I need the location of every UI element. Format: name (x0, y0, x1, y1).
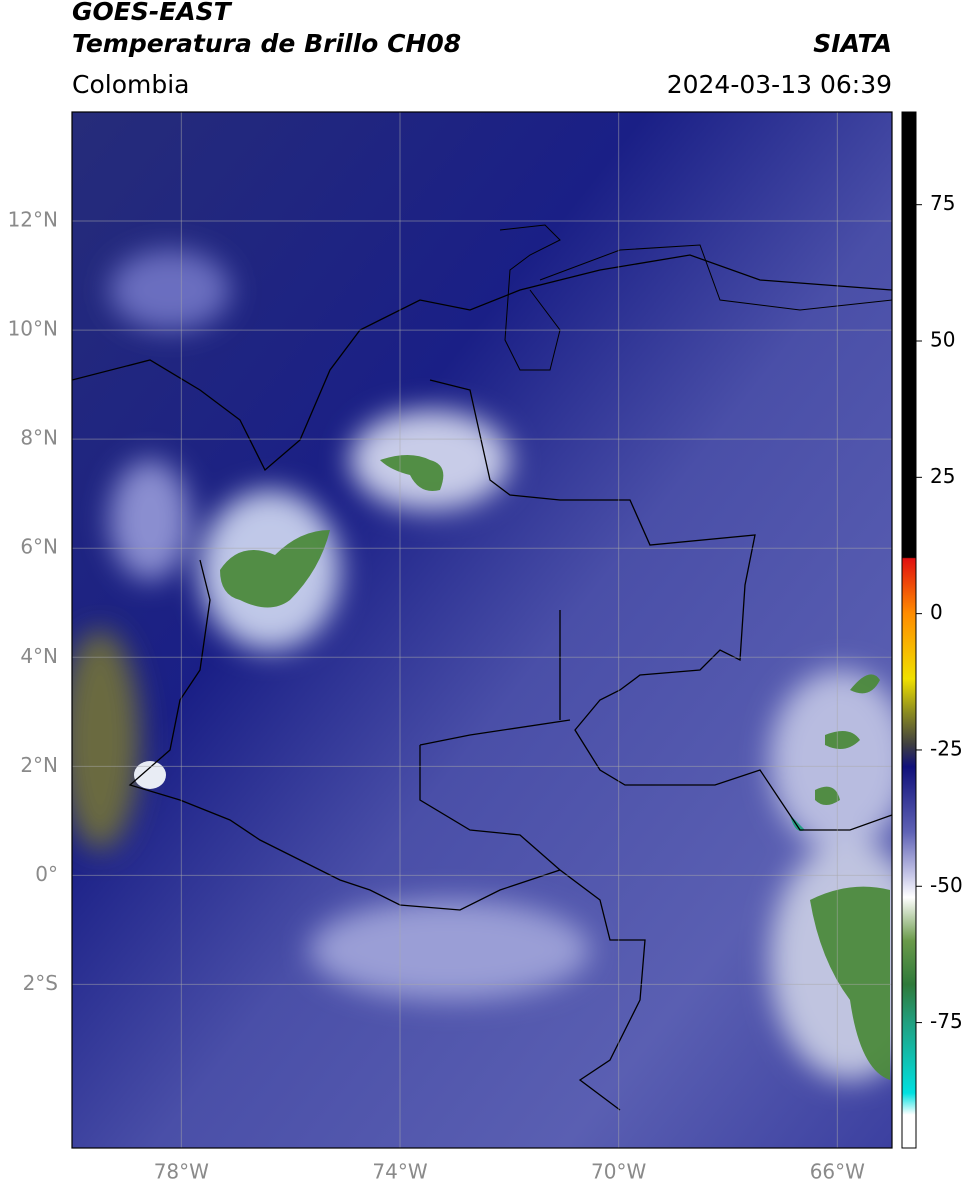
lat-tick-label: 8°N (20, 426, 58, 450)
lon-tick-label: 66°W (810, 1160, 865, 1184)
colorbar-tick-label: -25 (930, 736, 963, 760)
lat-tick-label: 4°N (20, 644, 58, 668)
lon-tick-label: 70°W (591, 1160, 646, 1184)
colorbar-tick-label: 0 (930, 600, 943, 624)
lon-tick-label: 74°W (372, 1160, 427, 1184)
colorbar-tick-label: 50 (930, 328, 955, 352)
graticule (72, 112, 892, 1148)
subtitle: Temperatura de Brillo CH08 (72, 29, 461, 58)
source: SIATA (813, 29, 892, 58)
lon-tick-label: 78°W (154, 1160, 209, 1184)
colorbar-tick-label: 25 (930, 464, 955, 488)
lat-tick-label: 10°N (8, 317, 58, 341)
lat-tick-label: 0° (35, 862, 58, 886)
lat-tick-label: 6°N (20, 535, 58, 559)
lat-tick-label: 2°N (20, 753, 58, 777)
satellite-image (72, 112, 892, 1148)
title: GOES-EAST (72, 0, 233, 26)
timestamp: 2024-03-13 06:39 (667, 70, 892, 99)
lat-tick-label: 12°N (8, 208, 58, 232)
region: Colombia (72, 70, 189, 99)
lat-tick-label: 2°S (23, 971, 58, 995)
colorbar-tick-label: -50 (930, 873, 963, 897)
colorbar-tick-label: -75 (930, 1009, 963, 1033)
colorbar-tick-label: 75 (930, 191, 955, 215)
colorbar (901, 111, 917, 1149)
map-frame (71, 111, 893, 1149)
